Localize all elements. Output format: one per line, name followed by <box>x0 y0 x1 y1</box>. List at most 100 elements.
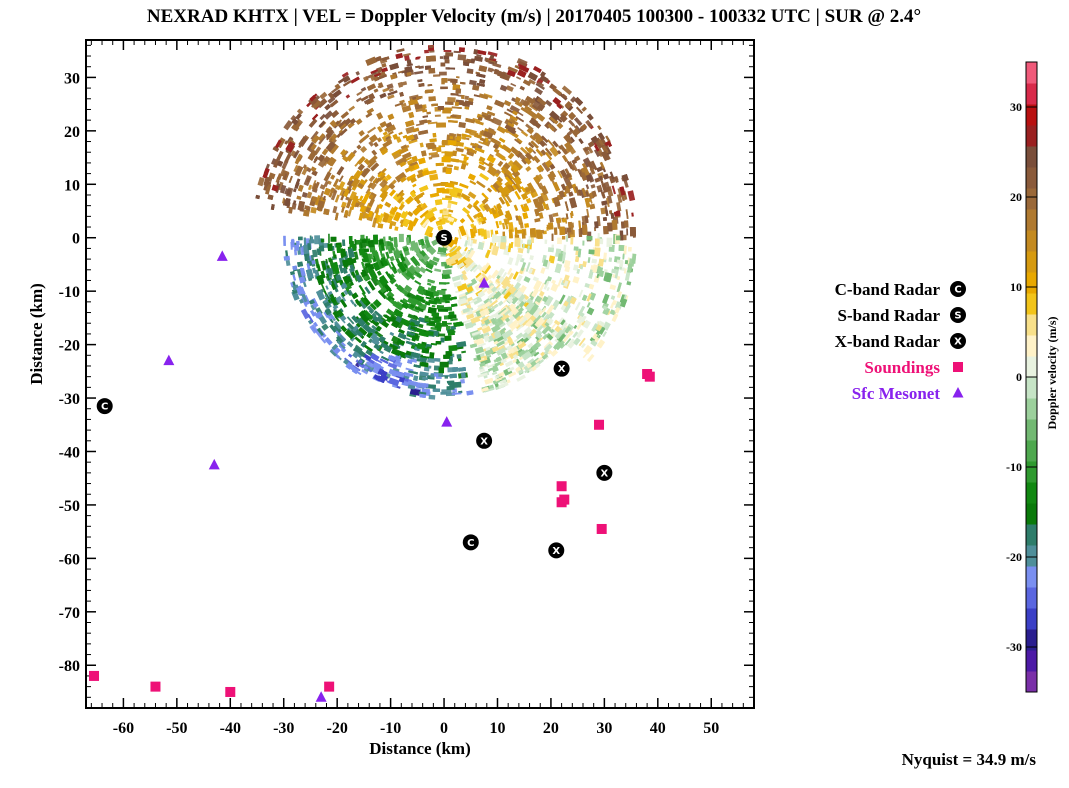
echo-gate <box>464 240 469 247</box>
echo-gate <box>617 188 623 198</box>
echo-gate <box>406 59 412 66</box>
echo-gate <box>491 117 503 127</box>
echo-gate <box>414 104 423 110</box>
echo-gate <box>545 260 551 270</box>
echo-gate <box>372 315 380 323</box>
echo-gate <box>516 340 527 350</box>
echo-gate <box>403 53 411 57</box>
echo-gate <box>500 327 507 333</box>
echo-gate <box>388 88 394 93</box>
echo-gate <box>517 126 524 133</box>
echo-gate <box>418 391 427 395</box>
echo-gate <box>436 220 446 226</box>
echo-gate <box>470 264 478 272</box>
echo-gate <box>310 166 317 172</box>
echo-gate <box>326 133 333 141</box>
echo-gate <box>568 197 578 209</box>
echo-gate <box>584 282 591 289</box>
echo-gate <box>349 264 355 272</box>
echo-gate <box>520 204 524 209</box>
echo-gate <box>503 290 512 300</box>
echo-gate <box>392 340 400 346</box>
echo-gate <box>358 195 364 202</box>
echo-gate <box>529 255 534 260</box>
echo-gate <box>350 299 355 305</box>
echo-gate <box>535 355 545 364</box>
echo-gate <box>481 111 488 117</box>
echo-gate <box>514 237 521 247</box>
echo-gate <box>594 144 600 152</box>
echo-gate <box>486 105 493 111</box>
echo-gate <box>369 303 377 311</box>
echo-gate <box>529 134 537 141</box>
echo-gate <box>351 364 361 372</box>
echo-gate <box>445 257 456 266</box>
echo-gate <box>398 376 406 383</box>
echo-gate <box>572 331 579 339</box>
echo-gate <box>388 368 398 376</box>
echo-gate <box>411 155 418 163</box>
echo-gate <box>472 335 479 340</box>
echo-gate <box>398 203 404 210</box>
echo-gate <box>325 141 336 152</box>
echo-gate <box>527 110 537 119</box>
echo-gate <box>582 319 591 329</box>
echo-gate <box>510 307 519 316</box>
echo-gate <box>484 116 494 123</box>
echo-gate <box>561 85 573 96</box>
echo-gate <box>460 302 468 307</box>
echo-gate <box>424 300 431 306</box>
echo-gate <box>344 209 349 217</box>
echo-gate <box>340 149 348 157</box>
echo-gate <box>408 138 418 145</box>
echo-gate <box>513 204 519 212</box>
echo-gate <box>354 298 363 308</box>
echo-gate <box>581 320 586 326</box>
echo-gate <box>330 264 336 275</box>
echo-gate <box>329 324 337 333</box>
echo-gate <box>429 192 440 198</box>
echo-gate <box>389 331 395 336</box>
echo-gate <box>401 218 410 228</box>
echo-gate <box>487 366 497 372</box>
echo-gate <box>508 173 515 180</box>
echo-gate <box>487 168 496 177</box>
echo-gate <box>401 81 408 86</box>
echo-gate <box>413 314 418 318</box>
echo-gate <box>509 104 520 114</box>
echo-gate <box>490 207 497 215</box>
echo-gate <box>296 240 300 246</box>
echo-gate <box>338 264 344 274</box>
echo-gate <box>332 89 342 98</box>
echo-gate <box>373 256 377 262</box>
echo-gate <box>508 349 520 360</box>
echo-gate <box>558 190 566 199</box>
echo-gate <box>311 170 318 177</box>
echo-gate <box>514 258 520 266</box>
echo-gate <box>486 155 496 164</box>
echo-gate <box>359 206 366 213</box>
echo-gate <box>498 137 506 143</box>
echo-gate <box>542 259 549 267</box>
echo-gate <box>357 326 368 336</box>
echo-gate <box>398 146 409 155</box>
echo-gate <box>565 213 569 220</box>
echo-gate <box>467 191 477 200</box>
echo-gate <box>425 209 434 216</box>
echo-gate <box>333 254 337 259</box>
echo-gate <box>408 111 415 119</box>
echo-gate <box>524 146 531 153</box>
echo-gate <box>299 267 306 277</box>
echo-gate <box>265 184 272 195</box>
echo-gate <box>292 274 297 281</box>
echo-gate <box>304 205 310 210</box>
echo-gate <box>358 299 368 310</box>
echo-gate <box>594 238 600 247</box>
echo-gate <box>419 185 429 193</box>
echo-gate <box>483 130 494 139</box>
echo-gate <box>338 129 344 134</box>
echo-gate <box>435 316 441 319</box>
echo-gate <box>390 265 398 275</box>
echo-gate <box>537 81 545 87</box>
echo-gate <box>441 197 451 201</box>
